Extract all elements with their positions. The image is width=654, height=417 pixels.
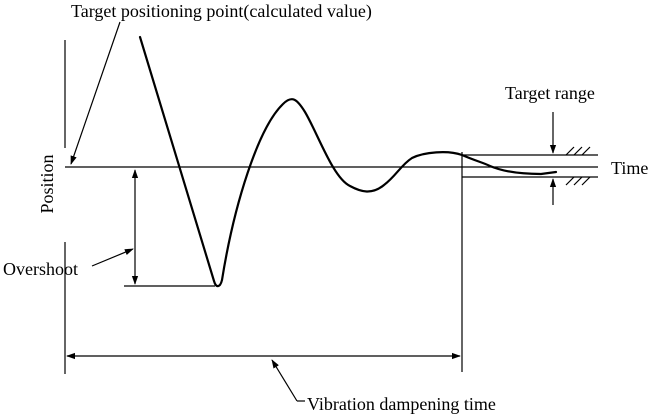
- time-axis-label: Time: [611, 158, 648, 178]
- response-curve: [138, 35, 558, 288]
- overshoot-pointer: [91, 248, 134, 267]
- target-range-lower-hatch: [565, 176, 591, 186]
- overshoot-label: Overshoot: [3, 259, 78, 279]
- position-axis-label: Position: [37, 154, 57, 213]
- target-range-label: Target range: [505, 83, 595, 103]
- target-range-upper-hatch: [565, 146, 591, 156]
- target-point-label: Target positioning point(calculated valu…: [71, 1, 372, 22]
- dampening-time-pointer: [271, 359, 298, 402]
- target-point-arrow: [70, 21, 121, 165]
- dampening-time-label: Vibration dampening time: [307, 394, 496, 414]
